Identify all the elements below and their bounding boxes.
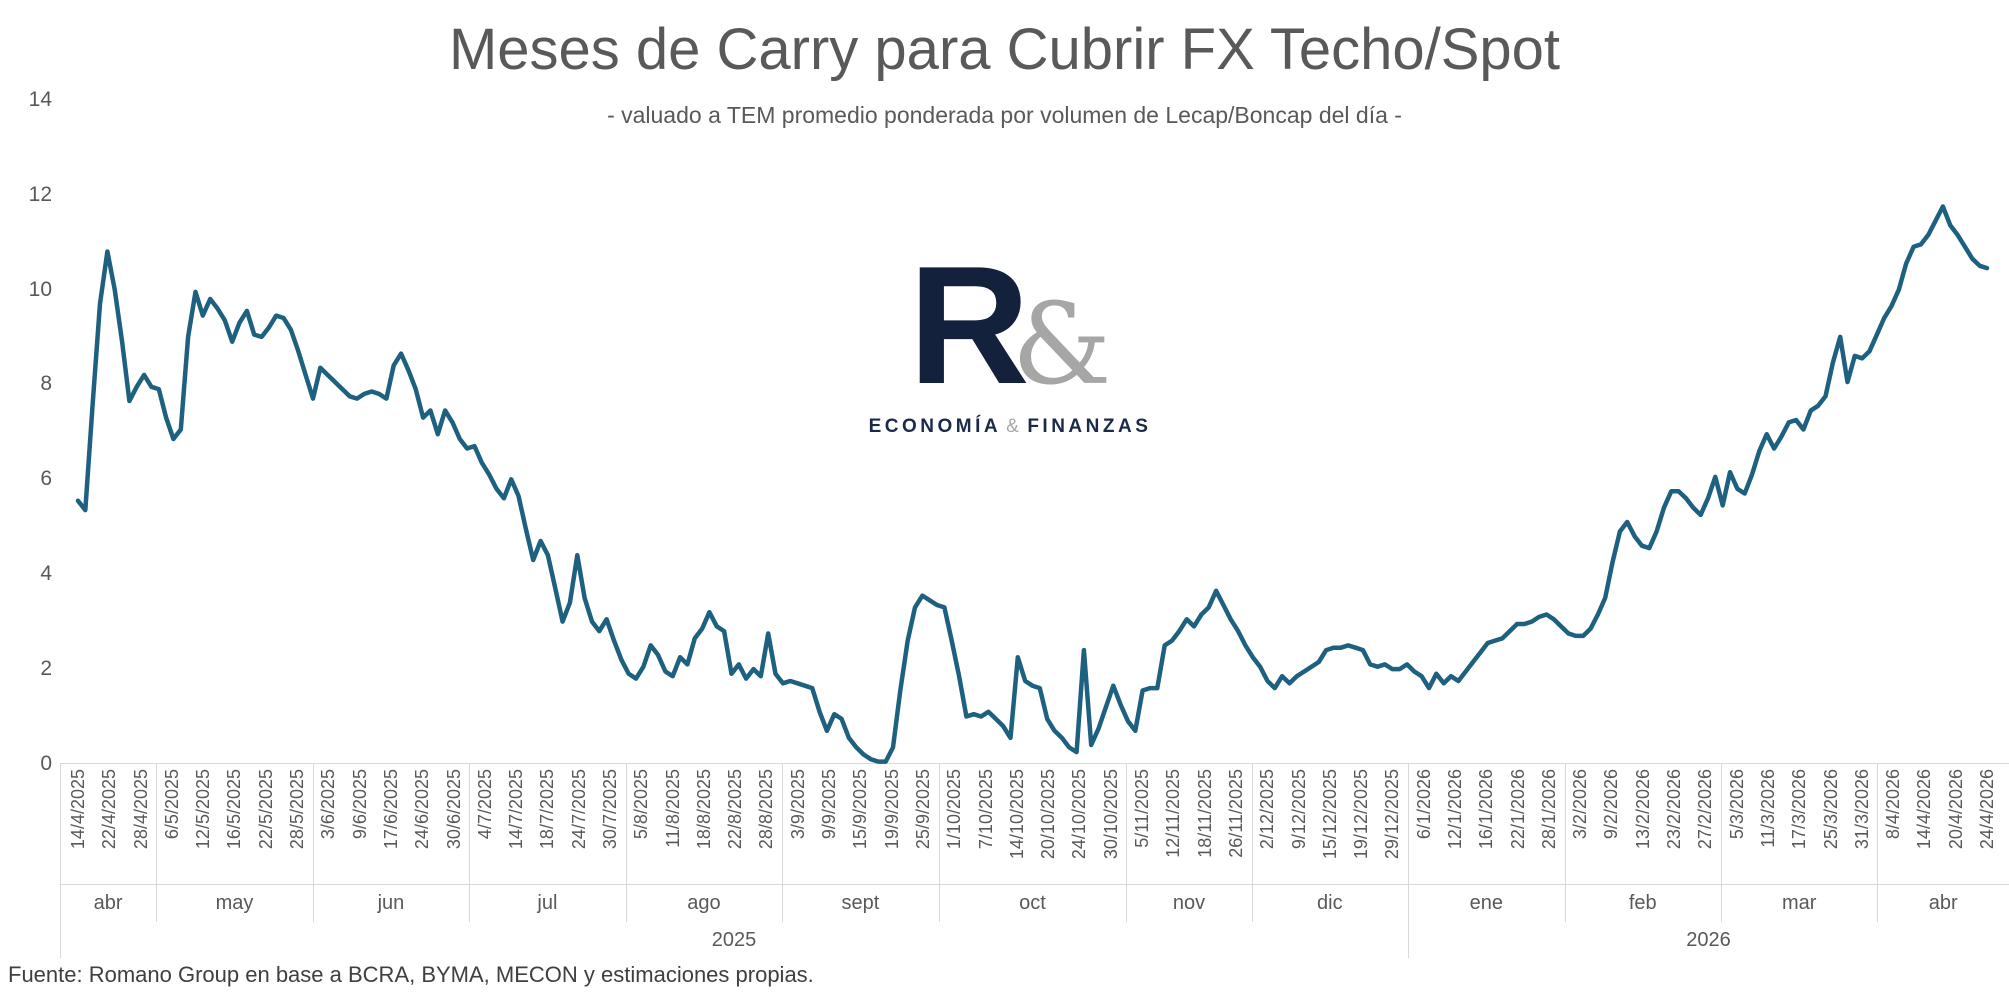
month-separator bbox=[938, 763, 940, 922]
chart-subtitle: - valuado a TEM promedio ponderada por v… bbox=[607, 102, 1402, 128]
romano-group-logo: R& ECONOMÍA & FINANZAS bbox=[845, 241, 1175, 438]
y-tick-label: 12 bbox=[28, 182, 52, 206]
year-label-2026: 2026 bbox=[1686, 928, 1731, 951]
y-tick-label: 0 bbox=[40, 752, 52, 775]
month-label-sept-5: sept bbox=[841, 891, 880, 914]
month-row-top-line bbox=[60, 884, 2009, 885]
month-label-ago-4: ago bbox=[687, 891, 721, 914]
month-separator bbox=[1877, 763, 1879, 922]
logo-ampersand: & bbox=[1011, 280, 1112, 410]
month-label-ene-9: ene bbox=[1469, 891, 1503, 914]
month-separator bbox=[469, 763, 471, 922]
month-label-jun-2: jun bbox=[377, 891, 405, 914]
month-label-dic-8: dic bbox=[1317, 891, 1343, 914]
month-separator bbox=[1408, 763, 1410, 922]
logo-caption-finanzas: FINANZAS bbox=[1027, 416, 1152, 437]
axis-left-edge bbox=[60, 763, 61, 958]
month-label-abr-12: abr bbox=[1928, 891, 1958, 914]
month-label-abr-0: abr bbox=[93, 891, 123, 914]
month-separator bbox=[156, 763, 158, 922]
month-label-jul-3: jul bbox=[537, 891, 558, 914]
year-separator bbox=[1408, 922, 1410, 958]
month-label-oct-6: oct bbox=[1019, 891, 1046, 914]
month-separator bbox=[1564, 763, 1566, 922]
month-separator bbox=[312, 763, 314, 922]
y-tick-label: 10 bbox=[28, 277, 52, 301]
y-tick-label: 6 bbox=[40, 467, 52, 491]
year-label-2025: 2025 bbox=[711, 928, 757, 951]
month-label-feb-10: feb bbox=[1628, 891, 1657, 914]
month-label-mar-11: mar bbox=[1781, 891, 1817, 914]
logo-caption-amp: & bbox=[1006, 416, 1023, 437]
month-separator bbox=[1251, 763, 1253, 922]
month-separator bbox=[625, 763, 627, 922]
month-label-may-1: may bbox=[215, 891, 254, 914]
logo-caption: ECONOMÍA & FINANZAS bbox=[845, 416, 1175, 438]
y-tick-label: 2 bbox=[40, 657, 52, 681]
carry-series-line bbox=[75, 204, 1990, 764]
logo-caption-economia: ECONOMÍA bbox=[868, 416, 1002, 437]
month-separator bbox=[1720, 763, 1722, 922]
month-label-nov-7: nov bbox=[1172, 891, 1206, 914]
chart-title: Meses de Carry para Cubrir FX Techo/Spot bbox=[448, 17, 1561, 82]
month-separator bbox=[1126, 763, 1128, 922]
source-note: Fuente: Romano Group en base a BCRA, BYM… bbox=[8, 962, 814, 987]
y-tick-label: 4 bbox=[40, 562, 52, 586]
logo-mark: R& bbox=[845, 241, 1175, 410]
logo-letter-r: R bbox=[908, 231, 1029, 419]
month-separator bbox=[782, 763, 784, 922]
y-tick-label: 14 bbox=[28, 87, 52, 111]
y-tick-label: 8 bbox=[40, 372, 52, 396]
x-axis-line bbox=[60, 763, 2009, 764]
